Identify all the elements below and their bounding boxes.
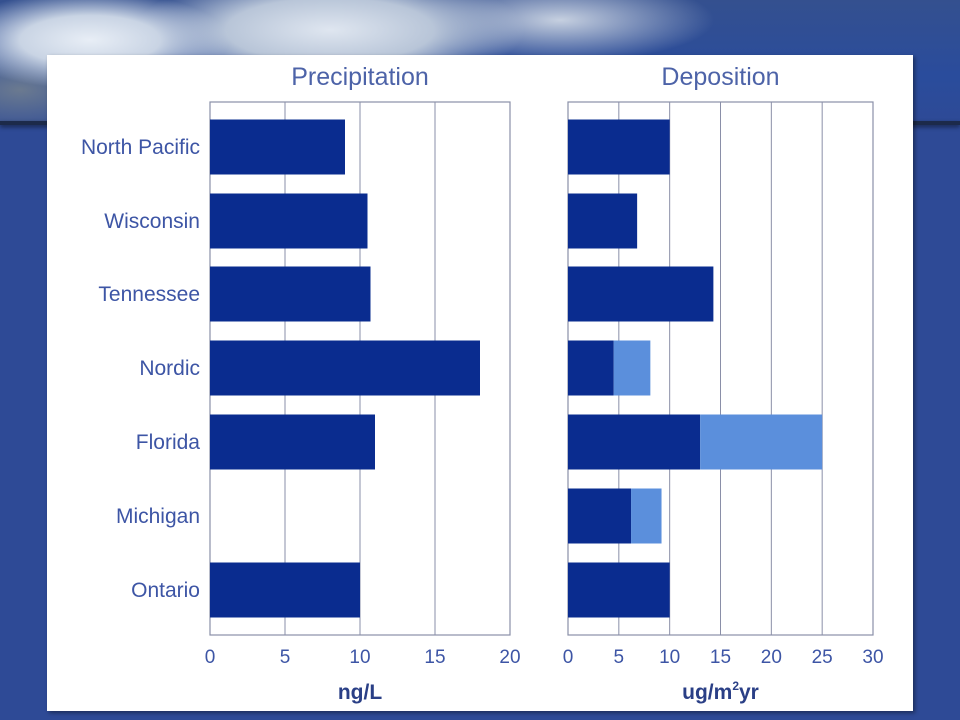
chart-figure: Precipitation North Pacific Wisconsin Tenne… <box>81 63 884 704</box>
precipitation-title: Precipitation <box>291 63 429 91</box>
deposition-title: Deposition <box>661 63 779 91</box>
deposition-axis-label: ug/m2yr <box>682 679 759 704</box>
precipitation-bar-nordic <box>210 340 480 396</box>
category-label-nordic: Nordic <box>139 357 200 380</box>
deposition-tick-label-5: 5 <box>614 647 625 668</box>
category-label-florida: Florida <box>136 431 201 454</box>
deposition-bar-north-pacific-segment-1 <box>568 119 670 175</box>
deposition-bar-michigan-segment-1 <box>568 488 632 544</box>
precipitation-tick-label-10: 10 <box>349 647 370 668</box>
deposition-bar-ontario-segment-1 <box>568 562 670 618</box>
deposition-tick-label-0: 0 <box>563 647 574 668</box>
deposition-tick-label-10: 10 <box>659 647 680 668</box>
deposition-bar-wisconsin-segment-1 <box>568 193 638 249</box>
deposition-bar-tennessee-segment-1 <box>568 266 714 322</box>
precipitation-tick-label-15: 15 <box>424 647 445 668</box>
precipitation-tick-label-0: 0 <box>205 647 216 668</box>
deposition-bar-florida-segment-1 <box>568 414 701 470</box>
category-label-north-pacific: North Pacific <box>81 136 200 159</box>
category-label-ontario: Ontario <box>131 579 200 602</box>
deposition-bar-michigan-segment-2 <box>631 488 662 544</box>
precipitation-bar-florida <box>210 414 375 470</box>
deposition-tick-label-20: 20 <box>761 647 782 668</box>
precipitation-axis-label: ng/L <box>338 681 382 704</box>
precipitation-bar-wisconsin <box>210 193 368 249</box>
precipitation-tick-label-5: 5 <box>280 647 291 668</box>
chart-panel: Precipitation North Pacific Wisconsin Tenne… <box>47 55 913 711</box>
category-label-michigan: Michigan <box>116 505 200 528</box>
category-label-wisconsin: Wisconsin <box>104 210 200 233</box>
deposition-bar-nordic-segment-2 <box>613 340 651 396</box>
deposition-tick-label-30: 30 <box>862 647 883 668</box>
precipitation-bar-tennessee <box>210 266 371 322</box>
deposition-chart: Deposition 0 5 10 15 20 25 30 ug/m2yr <box>563 63 884 704</box>
deposition-bar-nordic-segment-1 <box>568 340 614 396</box>
precipitation-bar-ontario <box>210 562 360 618</box>
precipitation-tick-label-20: 20 <box>499 647 520 668</box>
precipitation-chart: Precipitation North Pacific Wisconsin Tenne… <box>81 63 521 704</box>
deposition-tick-label-25: 25 <box>812 647 833 668</box>
precipitation-bar-north-pacific <box>210 119 345 175</box>
deposition-tick-label-15: 15 <box>710 647 731 668</box>
deposition-bar-florida-segment-2 <box>700 414 823 470</box>
category-label-tennessee: Tennessee <box>98 283 200 306</box>
